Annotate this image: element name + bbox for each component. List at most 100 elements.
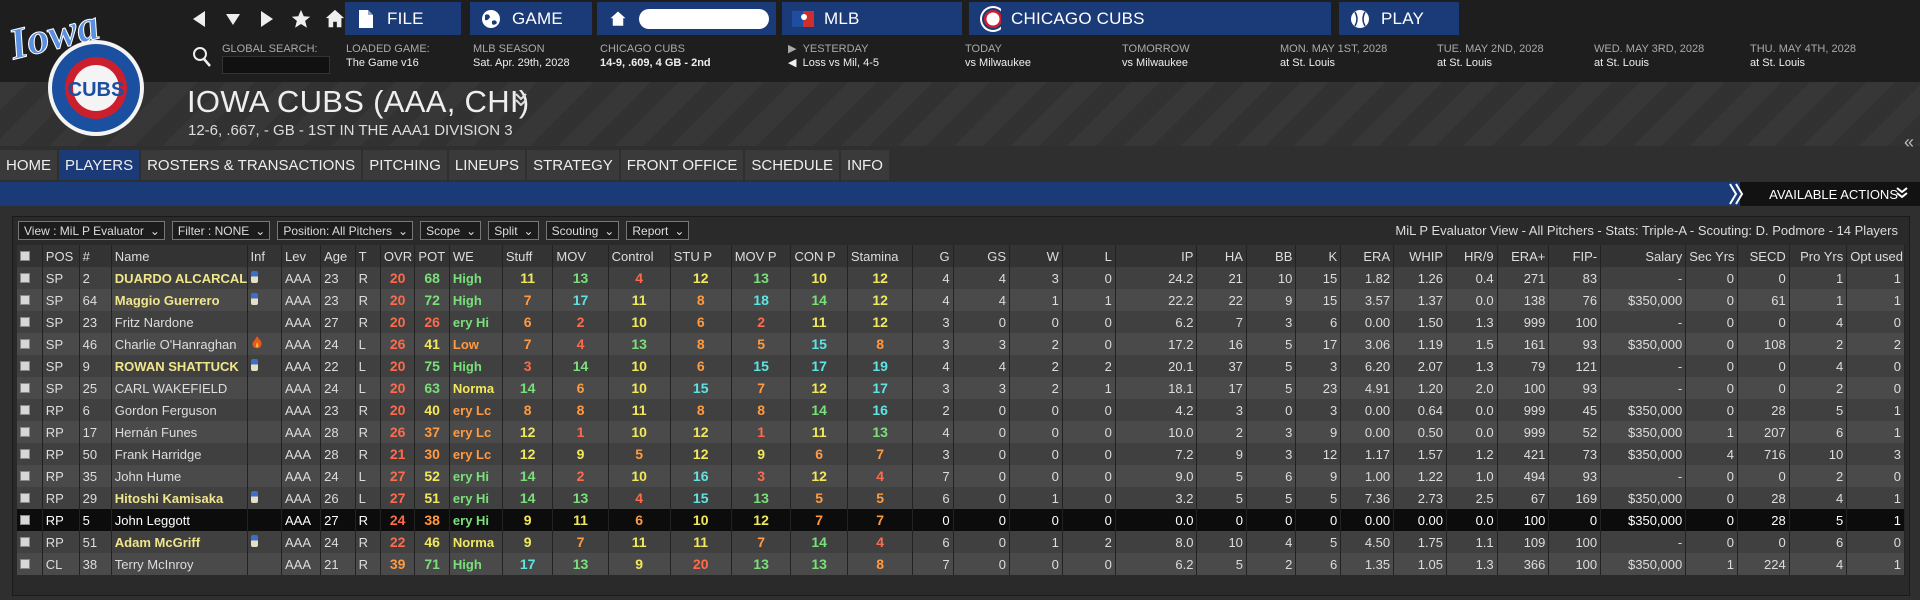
game-menu[interactable]: GAME [470,2,592,35]
column-header-g[interactable]: G [912,245,954,267]
yesterday-info[interactable]: ▶ YESTERDAY ◀ Loss vs Mil, 4-5 [788,43,880,69]
tab-rosters-transactions[interactable]: ROSTERS & TRANSACTIONS [141,150,362,180]
row-checkbox[interactable] [17,289,43,311]
column-header-mov[interactable]: MOV [552,245,609,267]
tomorrow-info[interactable]: TOMORROW vs Milwaukee [1122,43,1190,69]
column-header-gs[interactable]: GS [953,245,1011,267]
select-all-checkbox[interactable] [17,245,43,267]
tab-strategy[interactable]: STRATEGY [527,150,619,180]
column-header-control[interactable]: Control [608,245,671,267]
row-checkbox[interactable] [17,465,43,487]
tab-home[interactable]: HOME [0,150,57,180]
column-header-fip-[interactable]: FIP- [1548,245,1602,267]
column-header-we[interactable]: WE [449,245,503,267]
row-checkbox[interactable] [17,333,43,355]
column-header-hr-9[interactable]: HR/9 [1446,245,1498,267]
table-row[interactable]: RP 5 John Leggott AAA 27 R 24 38 ery Hi 9 11 6 10 12 7… [17,509,1905,531]
forward-arrow-icon[interactable] [254,4,280,34]
cell-name[interactable]: Maggio Guerrero [111,289,248,311]
schedule-day-1[interactable]: MON. MAY 1ST, 2028 at St. Louis [1280,43,1388,69]
table-row[interactable]: RP 51 Adam McGriff AAA 24 R 22 46 Norma 9 7 11 11 7 14… [17,531,1905,553]
user-menu[interactable] [597,2,776,35]
schedule-day-2[interactable]: TUE. MAY 2ND, 2028 at St. Louis [1437,43,1544,69]
cell-name[interactable]: John Hume [111,465,248,487]
column-header-stuff[interactable]: Stuff [502,245,554,267]
dropdown-arrow-icon[interactable] [220,4,246,34]
tab-players[interactable]: PLAYERS [59,150,140,180]
double-chevron-right-icon[interactable] [1728,182,1744,211]
row-checkbox[interactable] [17,399,43,421]
table-row[interactable]: SP 25 CARL WAKEFIELD AAA 24 L 20 63 Norma 14 6 10 15… [17,377,1905,399]
table-row[interactable]: SP 2 DUARDO ALCARCAL AAA 23 R 20 68 High 11 13 4 12 1… [17,267,1905,289]
cell-name[interactable]: Frank Harridge [111,443,248,465]
cell-name[interactable]: Hitoshi Kamisaka [111,487,248,509]
row-checkbox[interactable] [17,355,43,377]
column-header-ip[interactable]: IP [1115,245,1198,267]
tab-info[interactable]: INFO [841,150,889,180]
column-header-l[interactable]: L [1062,245,1116,267]
cell-name[interactable]: Gordon Ferguson [111,399,248,421]
column-header-secd[interactable]: SECD [1737,245,1790,267]
table-row[interactable]: RP 50 Frank Harridge AAA 28 R 21 30 ery Lc 12 9 5 12… [17,443,1905,465]
tab-schedule[interactable]: SCHEDULE [745,150,840,180]
column-header-con-p[interactable]: CON P [790,245,848,267]
column-header-sec-yrs[interactable]: Sec Yrs [1685,245,1738,267]
table-row[interactable]: RP 17 Hernán Funes AAA 28 R 26 37 ery Lc 12 1 10 12 1… [17,421,1905,443]
column-header-ha[interactable]: HA [1196,245,1247,267]
tab-lineups[interactable]: LINEUPS [448,150,526,180]
cell-name[interactable]: Fritz Nardone [111,311,248,333]
column-header-mov-p[interactable]: MOV P [731,245,792,267]
table-row[interactable]: RP 6 Gordon Ferguson AAA 23 R 20 40 ery Lc 8 8 11 8 8… [17,399,1905,421]
column-header-t[interactable]: T [355,245,381,267]
actions-chevron-down-icon[interactable] [1896,186,1908,205]
table-row[interactable]: SP 46 Charlie O'Hanraghan AAA 24 L 26 41 Low 7 4 13… [17,333,1905,355]
column-header-pro-yrs[interactable]: Pro Yrs [1789,245,1848,267]
column-header-k[interactable]: K [1295,245,1342,267]
cell-name[interactable]: Adam McGriff [111,531,248,553]
column-header-opt-used[interactable]: Opt used [1846,245,1905,267]
global-search-input[interactable] [222,56,330,74]
filter-dropdown[interactable]: Filter : NONE ⌄ [171,221,271,240]
team-menu[interactable]: CHICAGO CUBS [969,2,1331,35]
scope-dropdown[interactable]: Scope ⌄ [420,221,482,240]
play-menu[interactable]: PLAY [1339,2,1459,35]
column-header-lev[interactable]: Lev [281,245,322,267]
report-dropdown[interactable]: Report ⌄ [626,221,690,240]
cell-name[interactable]: Charlie O'Hanraghan [111,333,248,355]
column-header-salary[interactable]: Salary [1600,245,1687,267]
cell-name[interactable]: Hernán Funes [111,421,248,443]
table-row[interactable]: SP 23 Fritz Nardone AAA 27 R 20 26 ery Hi 6 2 10 6 2 1… [17,311,1905,333]
row-checkbox[interactable] [17,421,43,443]
row-checkbox[interactable] [17,377,43,399]
column-header-bb[interactable]: BB [1246,245,1297,267]
schedule-day-3[interactable]: WED. MAY 3RD, 2028 at St. Louis [1594,43,1705,69]
view-dropdown[interactable]: View : MiL P Evaluator ⌄ [18,221,165,240]
table-row[interactable]: RP 29 Hitoshi Kamisaka AAA 26 L 27 51 ery Hi 14 13… [17,487,1905,509]
column-header-whip[interactable]: WHIP [1393,245,1448,267]
column-header-name[interactable]: Name [111,245,248,267]
tab-pitching[interactable]: PITCHING [363,150,447,180]
cell-name[interactable]: John Leggott [111,509,248,531]
row-checkbox[interactable] [17,267,43,289]
cell-name[interactable]: ROWAN SHATTUCK [111,355,248,377]
scouting-dropdown[interactable]: Scouting ⌄ [545,221,620,240]
row-checkbox[interactable] [17,509,43,531]
collapse-double-chevron-icon[interactable]: « [1904,132,1915,152]
row-checkbox[interactable] [17,311,43,333]
position-dropdown[interactable]: Position: All Pitchers ⌄ [277,221,414,240]
cell-name[interactable]: DUARDO ALCARCAL [111,267,248,289]
table-row[interactable]: CL 38 Terry McInroy AAA 21 R 39 71 High 17 13 9 20 13… [17,553,1905,575]
mlb-menu[interactable]: MLB [782,2,962,35]
file-menu[interactable]: FILE [345,2,461,35]
star-icon[interactable] [288,4,314,34]
cell-name[interactable]: Terry McInroy [111,553,248,575]
column-header--[interactable]: # [79,245,112,267]
back-arrow-icon[interactable] [186,4,212,34]
column-header-inf[interactable]: Inf [247,245,283,267]
today-info[interactable]: TODAY vs Milwaukee [965,43,1032,69]
table-row[interactable]: SP 64 Maggio Guerrero AAA 23 R 20 72 High 7 17 11 8 1… [17,289,1905,311]
cell-name[interactable]: CARL WAKEFIELD [111,377,248,399]
split-dropdown[interactable]: Split ⌄ [488,221,539,240]
column-header-pos[interactable]: POS [42,245,80,267]
column-header-era[interactable]: ERA [1340,245,1395,267]
